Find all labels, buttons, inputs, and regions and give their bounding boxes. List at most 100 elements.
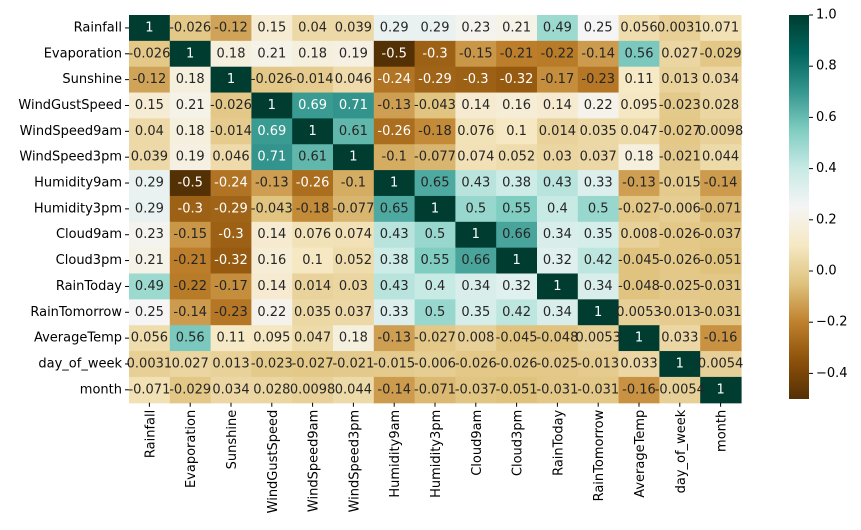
heatmap-cell-11-5 [333,299,375,326]
heatmap-cell-label-6-2: -0.24 [214,176,248,191]
heatmap-cell-label-12-1: 0.56 [176,331,205,346]
heatmap-cell-7-4 [292,195,334,223]
heatmap-cell-14-0 [129,376,171,404]
heatmap-cell-label-5-14: 0.044 [702,150,739,165]
heatmap-cell-label-7-14: -0.071 [700,201,742,216]
heatmap-cell-0-12 [618,15,660,42]
colorbar: −0.4 −0.2 0.0 0.2 0.4 0.6 0.8 1.0 [789,8,848,399]
heatmap-cell-2-4 [292,66,334,94]
heatmap-cell-9-0 [129,247,171,275]
y-tick-label: Rainfall [74,20,122,35]
heatmap-cell-label-8-1: -0.15 [173,227,207,242]
heatmap-cell-label-0-12: 0.056 [620,20,657,35]
heatmap-cell-6-9 [496,170,538,197]
heatmap-cell-14-6 [373,376,416,404]
heatmap-cell-13-8 [455,351,497,378]
heatmap-cell-14-7 [414,376,456,404]
heatmap-cell-8-13 [659,221,701,249]
heatmap-cell-label-7-5: -0.077 [332,201,374,216]
heatmap-cell-1-0 [129,40,171,68]
heatmap-cells [129,15,742,404]
heatmap-cell-12-14 [700,325,742,352]
heatmap-cell-5-10 [537,144,579,171]
heatmap-cell-3-3 [251,92,293,119]
heatmap-cell-4-14 [700,118,742,145]
heatmap-cell-label-12-10: -0.048 [536,331,578,346]
heatmap-cell-14-4 [292,376,334,404]
heatmap-cell-label-12-6: -0.13 [377,331,411,346]
heatmap-cell-label-0-2: -0.12 [214,20,248,35]
heatmap-cell-10-11 [577,273,620,300]
heatmap-cell-label-0-9: 0.21 [502,20,531,35]
heatmap-cell-label-1-11: -0.14 [581,46,615,61]
heatmap-cell-label-14-0: -0.071 [128,382,170,397]
heatmap-cell-10-4 [292,273,334,300]
heatmap-cell-label-13-10: -0.025 [536,356,578,371]
heatmap-cell-1-5 [333,40,375,68]
x-tick-label: Humidity9am [388,410,403,498]
heatmap-cell-0-7 [414,15,456,42]
heatmap-cell-9-14 [700,247,742,275]
heatmap-cell-11-7 [414,299,456,326]
heatmap-cell-label-13-2: 0.013 [212,356,249,371]
heatmap-cell-label-14-2: 0.034 [212,382,249,397]
heatmap-cell-7-11 [577,195,620,223]
heatmap-cell-7-7 [414,195,456,223]
heatmap-cell-label-1-1: 1 [186,46,194,61]
heatmap-cell-7-2 [210,195,252,223]
heatmap-cell-11-4 [292,299,334,326]
colorbar-gradient [789,15,809,399]
colorbar-tick-label: 0.0 [816,264,837,279]
heatmap-cell-5-2 [210,144,252,171]
x-tick-label: Rainfall [143,410,158,458]
y-tick-label: Cloud3pm [56,253,122,268]
heatmap-cell-label-13-11: -0.013 [577,356,619,371]
heatmap-cell-0-6 [373,15,416,42]
heatmap-cell-label-6-14: -0.14 [704,176,738,191]
heatmap-cell-2-3 [251,66,293,94]
heatmap-cell-8-2 [210,221,252,249]
heatmap-cell-2-12 [618,66,660,94]
heatmap-cell-4-10 [537,118,579,145]
heatmap-cell-label-11-8: 0.35 [461,305,490,320]
heatmap-cell-label-3-10: 0.14 [543,98,572,113]
heatmap-cell-5-0 [129,144,171,171]
y-tick-label: day_of_week [38,356,122,371]
heatmap-cell-7-6 [373,195,416,223]
heatmap-cell-label-0-4: 0.04 [298,20,327,35]
heatmap-cell-3-5 [333,92,375,119]
heatmap-cell-5-14 [700,144,742,171]
heatmap-cell-label-12-11: 0.0053 [575,331,621,346]
heatmap-cell-label-10-11: 0.34 [584,279,613,294]
heatmap-cell-9-7 [414,247,456,275]
heatmap-cell-13-10 [537,351,579,378]
heatmap-cell-2-2 [210,66,252,94]
heatmap-cell-label-13-0: 0.0031 [127,356,173,371]
heatmap-cell-0-2 [210,15,252,42]
heatmap-cell-3-4 [292,92,334,119]
heatmap-cell-label-0-10: 0.49 [543,20,572,35]
heatmap-cell-12-13 [659,325,701,352]
x-tick-label: Evaporation [184,410,199,488]
heatmap-cell-label-5-2: 0.046 [212,150,249,165]
heatmap-cell-6-14 [700,170,742,197]
colorbar-tick-label: 0.4 [816,161,837,176]
heatmap-cell-label-12-3: 0.095 [253,331,290,346]
heatmap-cell-2-5 [333,66,375,94]
heatmap-cell-label-7-3: -0.043 [251,201,293,216]
heatmap-cell-7-13 [659,195,701,223]
x-tick-label: month [715,410,730,452]
heatmap-cell-label-2-3: -0.026 [251,72,293,87]
heatmap-cell-label-1-9: -0.21 [500,46,534,61]
heatmap-cell-label-12-13: 0.033 [661,331,698,346]
heatmap-cell-label-5-9: 0.052 [498,150,535,165]
heatmap-cell-label-10-7: 0.4 [425,279,446,294]
heatmap-cell-2-1 [169,66,212,94]
heatmap-cell-label-2-7: -0.29 [418,72,452,87]
x-tick-label: WindSpeed3pm [347,410,362,513]
heatmap-cell-12-10 [537,325,579,352]
heatmap-cell-1-2 [210,40,252,68]
heatmap-cell-label-12-4: 0.047 [294,331,331,346]
heatmap-cell-label-6-0: 0.29 [135,176,164,191]
heatmap-cell-label-13-3: -0.023 [251,356,293,371]
